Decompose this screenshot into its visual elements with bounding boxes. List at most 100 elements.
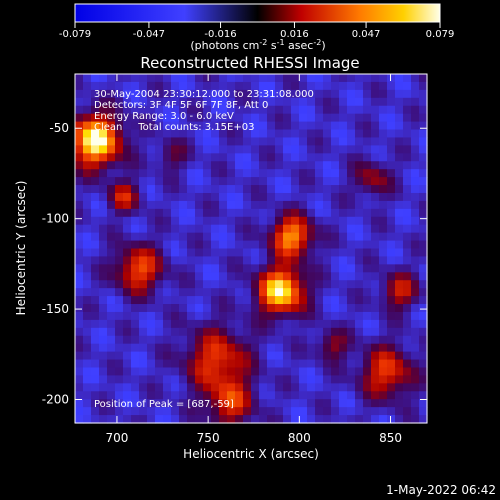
heatmap-cell xyxy=(171,311,180,321)
heatmap-cell xyxy=(339,280,348,289)
heatmap-cell xyxy=(419,121,428,131)
heatmap-cell xyxy=(227,153,236,162)
heatmap-cell xyxy=(219,192,228,202)
heatmap-cell xyxy=(315,240,324,250)
heatmap-cell xyxy=(179,240,188,250)
heatmap-cell xyxy=(259,89,268,99)
heatmap-cell xyxy=(363,89,372,99)
heatmap-cell xyxy=(419,137,428,146)
heatmap-cell xyxy=(179,248,188,258)
heatmap-cell xyxy=(275,399,284,408)
heatmap-cell xyxy=(315,248,324,258)
heatmap-cell xyxy=(315,89,324,99)
heatmap-cell xyxy=(323,208,332,218)
heatmap-cell xyxy=(315,399,324,408)
heatmap-cell xyxy=(115,161,124,170)
heatmap-cell xyxy=(131,145,140,154)
heatmap-cell xyxy=(315,264,324,273)
heatmap-cell xyxy=(203,113,212,123)
heatmap-cell xyxy=(147,256,156,265)
heatmap-cell xyxy=(371,327,380,337)
heatmap-cell xyxy=(131,415,140,424)
heatmap-cell xyxy=(243,319,252,329)
heatmap-cell xyxy=(235,137,244,146)
heatmap-cell xyxy=(211,113,220,123)
heatmap-cell xyxy=(331,367,340,377)
heatmap-cell xyxy=(219,415,228,424)
heatmap-cell xyxy=(179,200,188,210)
heatmap-cell xyxy=(155,153,164,162)
heatmap-cell xyxy=(411,153,420,162)
heatmap-cell xyxy=(371,288,380,297)
heatmap-cell xyxy=(299,272,308,281)
heatmap-cell xyxy=(259,391,268,400)
heatmap-cell xyxy=(179,169,188,178)
heatmap-cell xyxy=(235,121,244,131)
heatmap-cell xyxy=(299,153,308,162)
heatmap-cell xyxy=(91,240,100,250)
heatmap-cell xyxy=(387,216,396,226)
heatmap-cell xyxy=(99,296,108,305)
heatmap-cell xyxy=(147,145,156,154)
heatmap-cell xyxy=(211,105,220,115)
heatmap-cell xyxy=(179,81,188,91)
heatmap-cell xyxy=(331,391,340,400)
heatmap-cell xyxy=(75,224,84,234)
heatmap-cell xyxy=(355,232,364,242)
heatmap-cell xyxy=(139,248,148,258)
heatmap-cell xyxy=(355,272,364,281)
heatmap-cell xyxy=(115,232,124,242)
heatmap-cell xyxy=(83,288,92,297)
heatmap-cell xyxy=(139,200,148,210)
heatmap-cell xyxy=(323,375,332,384)
heatmap-cell xyxy=(403,335,412,345)
heatmap-cell xyxy=(107,113,116,123)
heatmap-cell xyxy=(419,216,428,226)
heatmap-cell xyxy=(211,367,220,377)
heatmap-cell xyxy=(83,296,92,305)
heatmap-cell xyxy=(99,256,108,265)
heatmap-cell xyxy=(267,153,276,162)
heatmap-cell xyxy=(123,129,132,139)
heatmap-cell xyxy=(283,296,292,305)
heatmap-cell xyxy=(355,391,364,400)
colorbar-tick-label: -0.016 xyxy=(204,29,236,40)
heatmap-cell xyxy=(307,74,316,83)
heatmap-cell xyxy=(403,272,412,281)
heatmap-cell xyxy=(107,216,116,226)
heatmap-cell xyxy=(275,327,284,337)
heatmap-cell xyxy=(267,224,276,234)
heatmap-cell xyxy=(283,240,292,250)
heatmap-cell xyxy=(203,335,212,345)
heatmap-cell xyxy=(259,153,268,162)
heatmap-cell xyxy=(299,399,308,408)
heatmap-cell xyxy=(307,319,316,329)
heatmap-cell xyxy=(251,367,260,377)
heatmap-cell xyxy=(355,296,364,305)
heatmap-cell xyxy=(203,216,212,226)
heatmap-cell xyxy=(227,375,236,384)
heatmap-cell xyxy=(299,89,308,99)
heatmap-cell xyxy=(307,81,316,91)
heatmap-cell xyxy=(315,359,324,369)
heatmap-cell xyxy=(187,145,196,154)
heatmap-cell xyxy=(131,264,140,273)
colorbar-unit-label: (photons cm-2 s-1 asec-2) xyxy=(190,38,325,52)
heatmap-cell xyxy=(83,256,92,265)
heatmap-cell xyxy=(371,74,380,83)
heatmap-cell xyxy=(203,288,212,297)
heatmap-cell xyxy=(411,145,420,154)
heatmap-cell xyxy=(379,185,388,194)
heatmap-cell xyxy=(211,264,220,273)
heatmap-cell xyxy=(275,105,284,115)
heatmap-cell xyxy=(283,153,292,162)
heatmap-cell xyxy=(419,185,428,194)
heatmap-cell xyxy=(299,145,308,154)
heatmap-cell xyxy=(171,208,180,218)
heatmap-cell xyxy=(147,232,156,242)
heatmap-cell xyxy=(99,169,108,178)
heatmap-cell xyxy=(211,240,220,250)
heatmap-cell xyxy=(251,224,260,234)
heatmap-cell xyxy=(235,224,244,234)
heatmap-cell xyxy=(99,407,108,416)
